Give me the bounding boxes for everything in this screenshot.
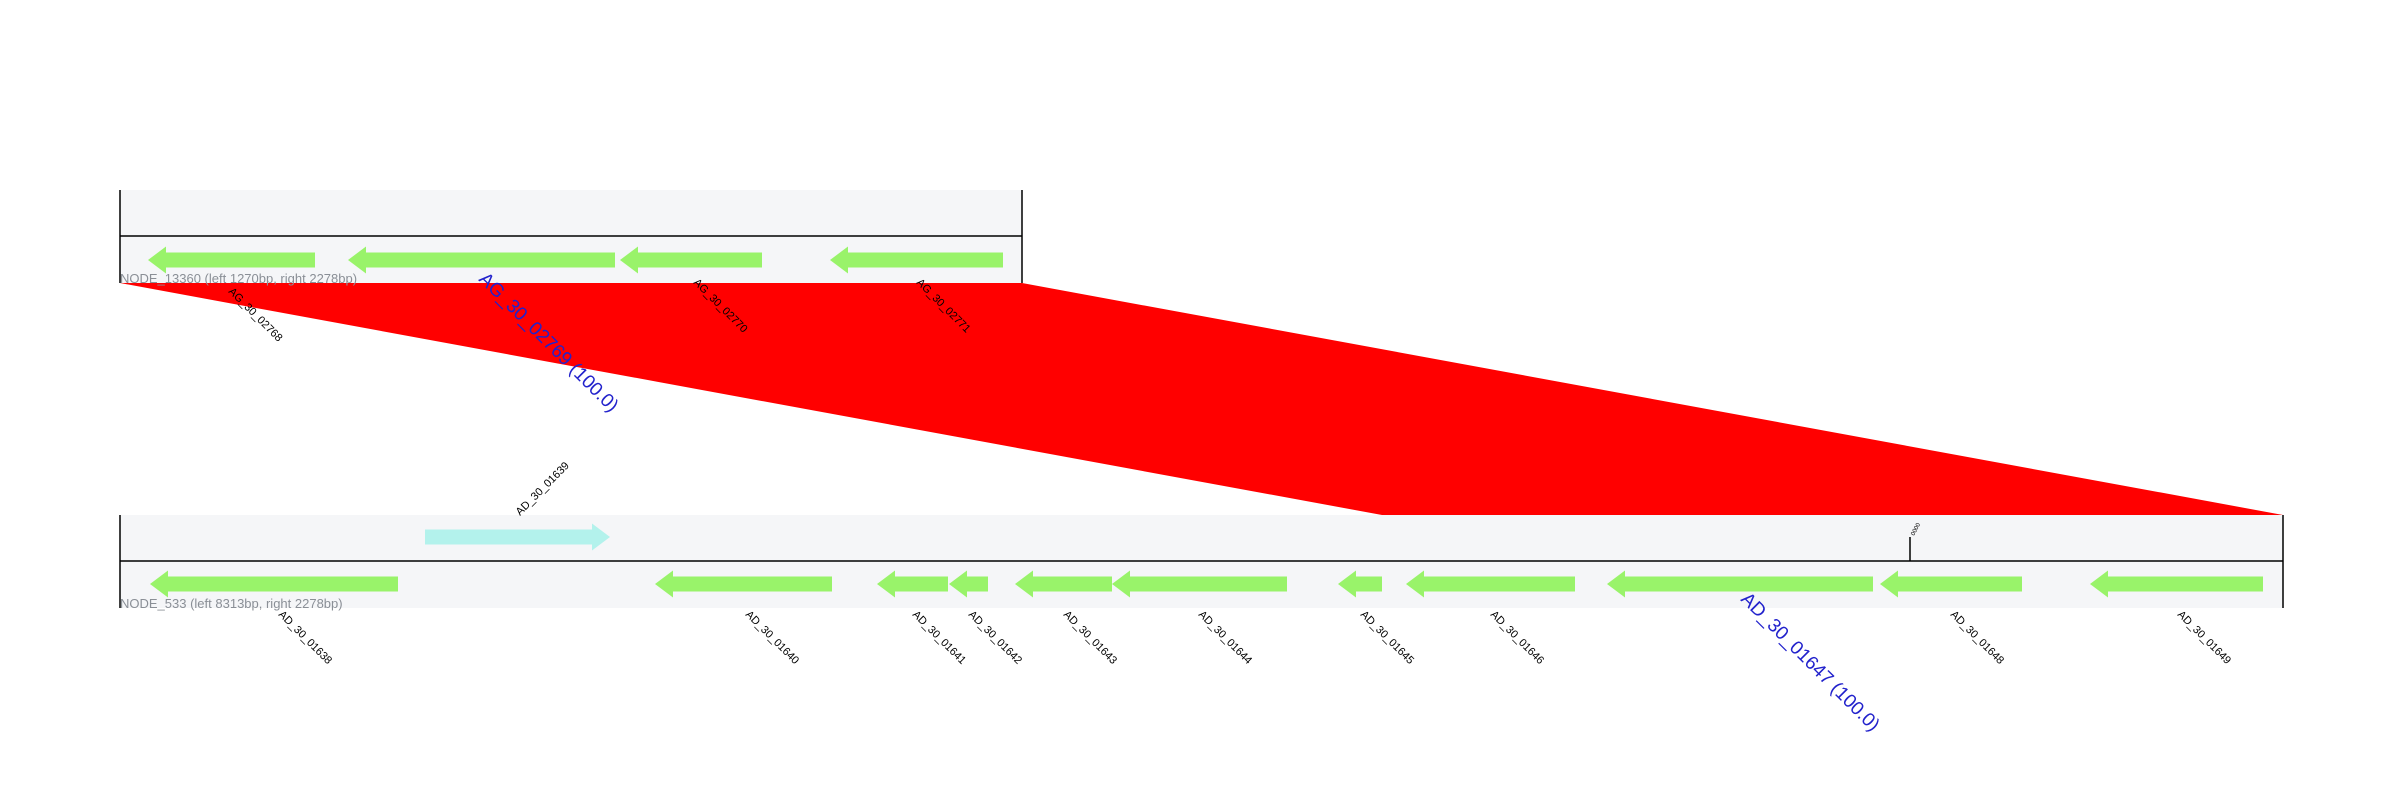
gene-label: AD_30_01647 (100.0) xyxy=(1736,589,1883,736)
track-top-baseline xyxy=(119,190,1023,283)
node-label-top: NODE_13360 (left 1270bp, right 2278bp) xyxy=(120,271,357,286)
gene-arrow[interactable] xyxy=(1338,570,1382,598)
gene-arrow[interactable] xyxy=(655,570,832,598)
track-bottom-baseline xyxy=(119,515,2284,608)
gene-label: AD_30_01638 xyxy=(276,609,334,667)
node-label-bottom: NODE_533 (left 8313bp, right 2278bp) xyxy=(120,596,343,611)
track-top-genes xyxy=(148,246,1003,274)
gene-label: AD_30_01639 xyxy=(514,460,572,518)
gene-arrow[interactable] xyxy=(877,570,948,598)
gene-arrow[interactable] xyxy=(348,246,615,274)
gene-arrow[interactable] xyxy=(1406,570,1575,598)
gene-arrow[interactable] xyxy=(830,246,1003,274)
gene-label: AD_30_01649 xyxy=(2175,609,2233,667)
marker-label: 0000 xyxy=(1910,522,1922,537)
gene-arrow[interactable] xyxy=(949,570,988,598)
gene-label: AD_30_01648 xyxy=(1948,609,2006,667)
track-bottom-genes xyxy=(150,523,2263,598)
gene-arrow[interactable] xyxy=(425,523,610,551)
gene-label: AD_30_01642 xyxy=(966,609,1024,667)
gene-arrow[interactable] xyxy=(1607,570,1873,598)
gene-label: AD_30_01641 xyxy=(910,609,968,667)
gene-arrow[interactable] xyxy=(2090,570,2263,598)
gene-arrow[interactable] xyxy=(1880,570,2022,598)
gene-label: AD_30_01640 xyxy=(743,609,801,667)
gene-arrow[interactable] xyxy=(1015,570,1112,598)
gene-arrow[interactable] xyxy=(148,246,315,274)
gene-label: AD_30_01646 xyxy=(1488,609,1546,667)
gene-label: AD_30_01644 xyxy=(1196,609,1254,667)
alignment-band xyxy=(120,283,2283,515)
gene-arrow[interactable] xyxy=(150,570,398,598)
gene-label: AD_30_01643 xyxy=(1061,609,1119,667)
gene-arrow[interactable] xyxy=(1112,570,1287,598)
gene-label: AD_30_01645 xyxy=(1358,609,1416,667)
gene-arrow[interactable] xyxy=(620,246,762,274)
